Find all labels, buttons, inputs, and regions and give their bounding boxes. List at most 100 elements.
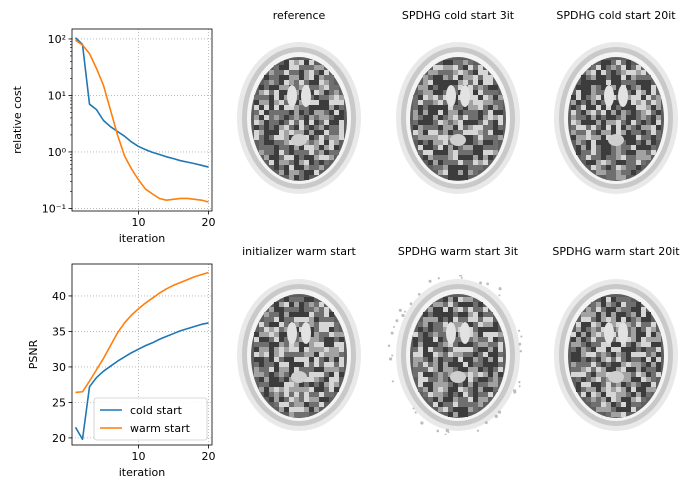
noise-speck xyxy=(447,431,450,434)
brain-region xyxy=(443,322,448,327)
brain-region xyxy=(438,327,443,332)
brain-region xyxy=(631,397,636,402)
brain-region xyxy=(324,307,329,312)
brain-region xyxy=(493,130,498,135)
brain-region xyxy=(601,155,606,160)
brain-region xyxy=(319,135,324,140)
brain-region xyxy=(324,110,329,115)
brain-region xyxy=(314,145,319,150)
brain-region xyxy=(631,90,636,95)
brain-region xyxy=(626,372,631,377)
brain-region xyxy=(284,75,289,80)
brain-region xyxy=(304,115,309,120)
brain-region xyxy=(418,357,423,362)
brain-region xyxy=(631,140,636,145)
brain-region xyxy=(616,120,621,125)
brain-region xyxy=(611,100,616,105)
brain-region xyxy=(284,337,289,342)
brain-region xyxy=(611,412,616,417)
brain-region xyxy=(493,145,498,150)
brain-region xyxy=(309,130,314,135)
brain-region xyxy=(443,90,448,95)
brain-region xyxy=(304,170,309,175)
brain-region xyxy=(601,145,606,150)
brain-region xyxy=(631,372,636,377)
brain-region xyxy=(438,70,443,75)
brain-region xyxy=(428,155,433,160)
brain-region xyxy=(591,357,596,362)
brain-region xyxy=(636,85,641,90)
brain-region xyxy=(458,145,463,150)
brain-region xyxy=(428,397,433,402)
brain-region xyxy=(309,170,314,175)
brain-region xyxy=(324,75,329,80)
brain-region xyxy=(309,392,314,397)
brain-region xyxy=(656,110,661,115)
brain-region xyxy=(488,312,493,317)
brain-region xyxy=(483,347,488,352)
brain-region xyxy=(279,165,284,170)
brain-region xyxy=(299,120,304,125)
brain-region xyxy=(274,130,279,135)
brain-region xyxy=(478,392,483,397)
brain-region xyxy=(269,317,274,322)
brain-region xyxy=(488,85,493,90)
brain-region xyxy=(433,80,438,85)
brain-region xyxy=(611,342,616,347)
brain-region xyxy=(473,95,478,100)
brain-region xyxy=(616,125,621,130)
brain-region xyxy=(438,115,443,120)
brain-region xyxy=(581,382,586,387)
brain-region xyxy=(483,367,488,372)
brain-region xyxy=(274,392,279,397)
brain-region xyxy=(636,377,641,382)
brain-region xyxy=(448,160,453,165)
brain-region xyxy=(646,317,651,322)
brain-region xyxy=(576,120,581,125)
brain-region xyxy=(289,342,294,347)
brain-region xyxy=(488,387,493,392)
ventricle xyxy=(608,371,624,383)
brain-region xyxy=(294,85,299,90)
brain-region xyxy=(428,327,433,332)
brain-region xyxy=(463,155,468,160)
brain-region xyxy=(458,110,463,115)
brain-region xyxy=(284,407,289,412)
brain-region xyxy=(334,135,339,140)
brain-region xyxy=(294,100,299,105)
brain-region xyxy=(453,317,458,322)
brain-region xyxy=(483,145,488,150)
brain-region xyxy=(438,125,443,130)
brain-region xyxy=(448,362,453,367)
brain-region xyxy=(626,160,631,165)
brain-region xyxy=(651,135,656,140)
brain-region xyxy=(269,90,274,95)
brain-region xyxy=(433,377,438,382)
brain-region xyxy=(443,95,448,100)
brain-region xyxy=(314,160,319,165)
brain-region xyxy=(586,90,591,95)
brain-region xyxy=(443,337,448,342)
brain-region xyxy=(636,135,641,140)
brain-region xyxy=(468,100,473,105)
brain-region xyxy=(473,65,478,70)
brain-region xyxy=(463,407,468,412)
brain-region xyxy=(631,337,636,342)
brain-region xyxy=(626,130,631,135)
brain-region xyxy=(458,352,463,357)
brain-region xyxy=(611,307,616,312)
brain-region xyxy=(488,357,493,362)
brain-region xyxy=(646,110,651,115)
brain-region xyxy=(304,150,309,155)
brain-region xyxy=(324,357,329,362)
brain-region xyxy=(269,327,274,332)
brain-region xyxy=(299,382,304,387)
brain-region xyxy=(463,170,468,175)
brain-region xyxy=(438,317,443,322)
brain-region xyxy=(339,357,344,362)
brain-region xyxy=(498,115,503,120)
brain-region xyxy=(596,100,601,105)
brain-region xyxy=(274,362,279,367)
brain-region xyxy=(596,115,601,120)
brain-region xyxy=(621,120,626,125)
